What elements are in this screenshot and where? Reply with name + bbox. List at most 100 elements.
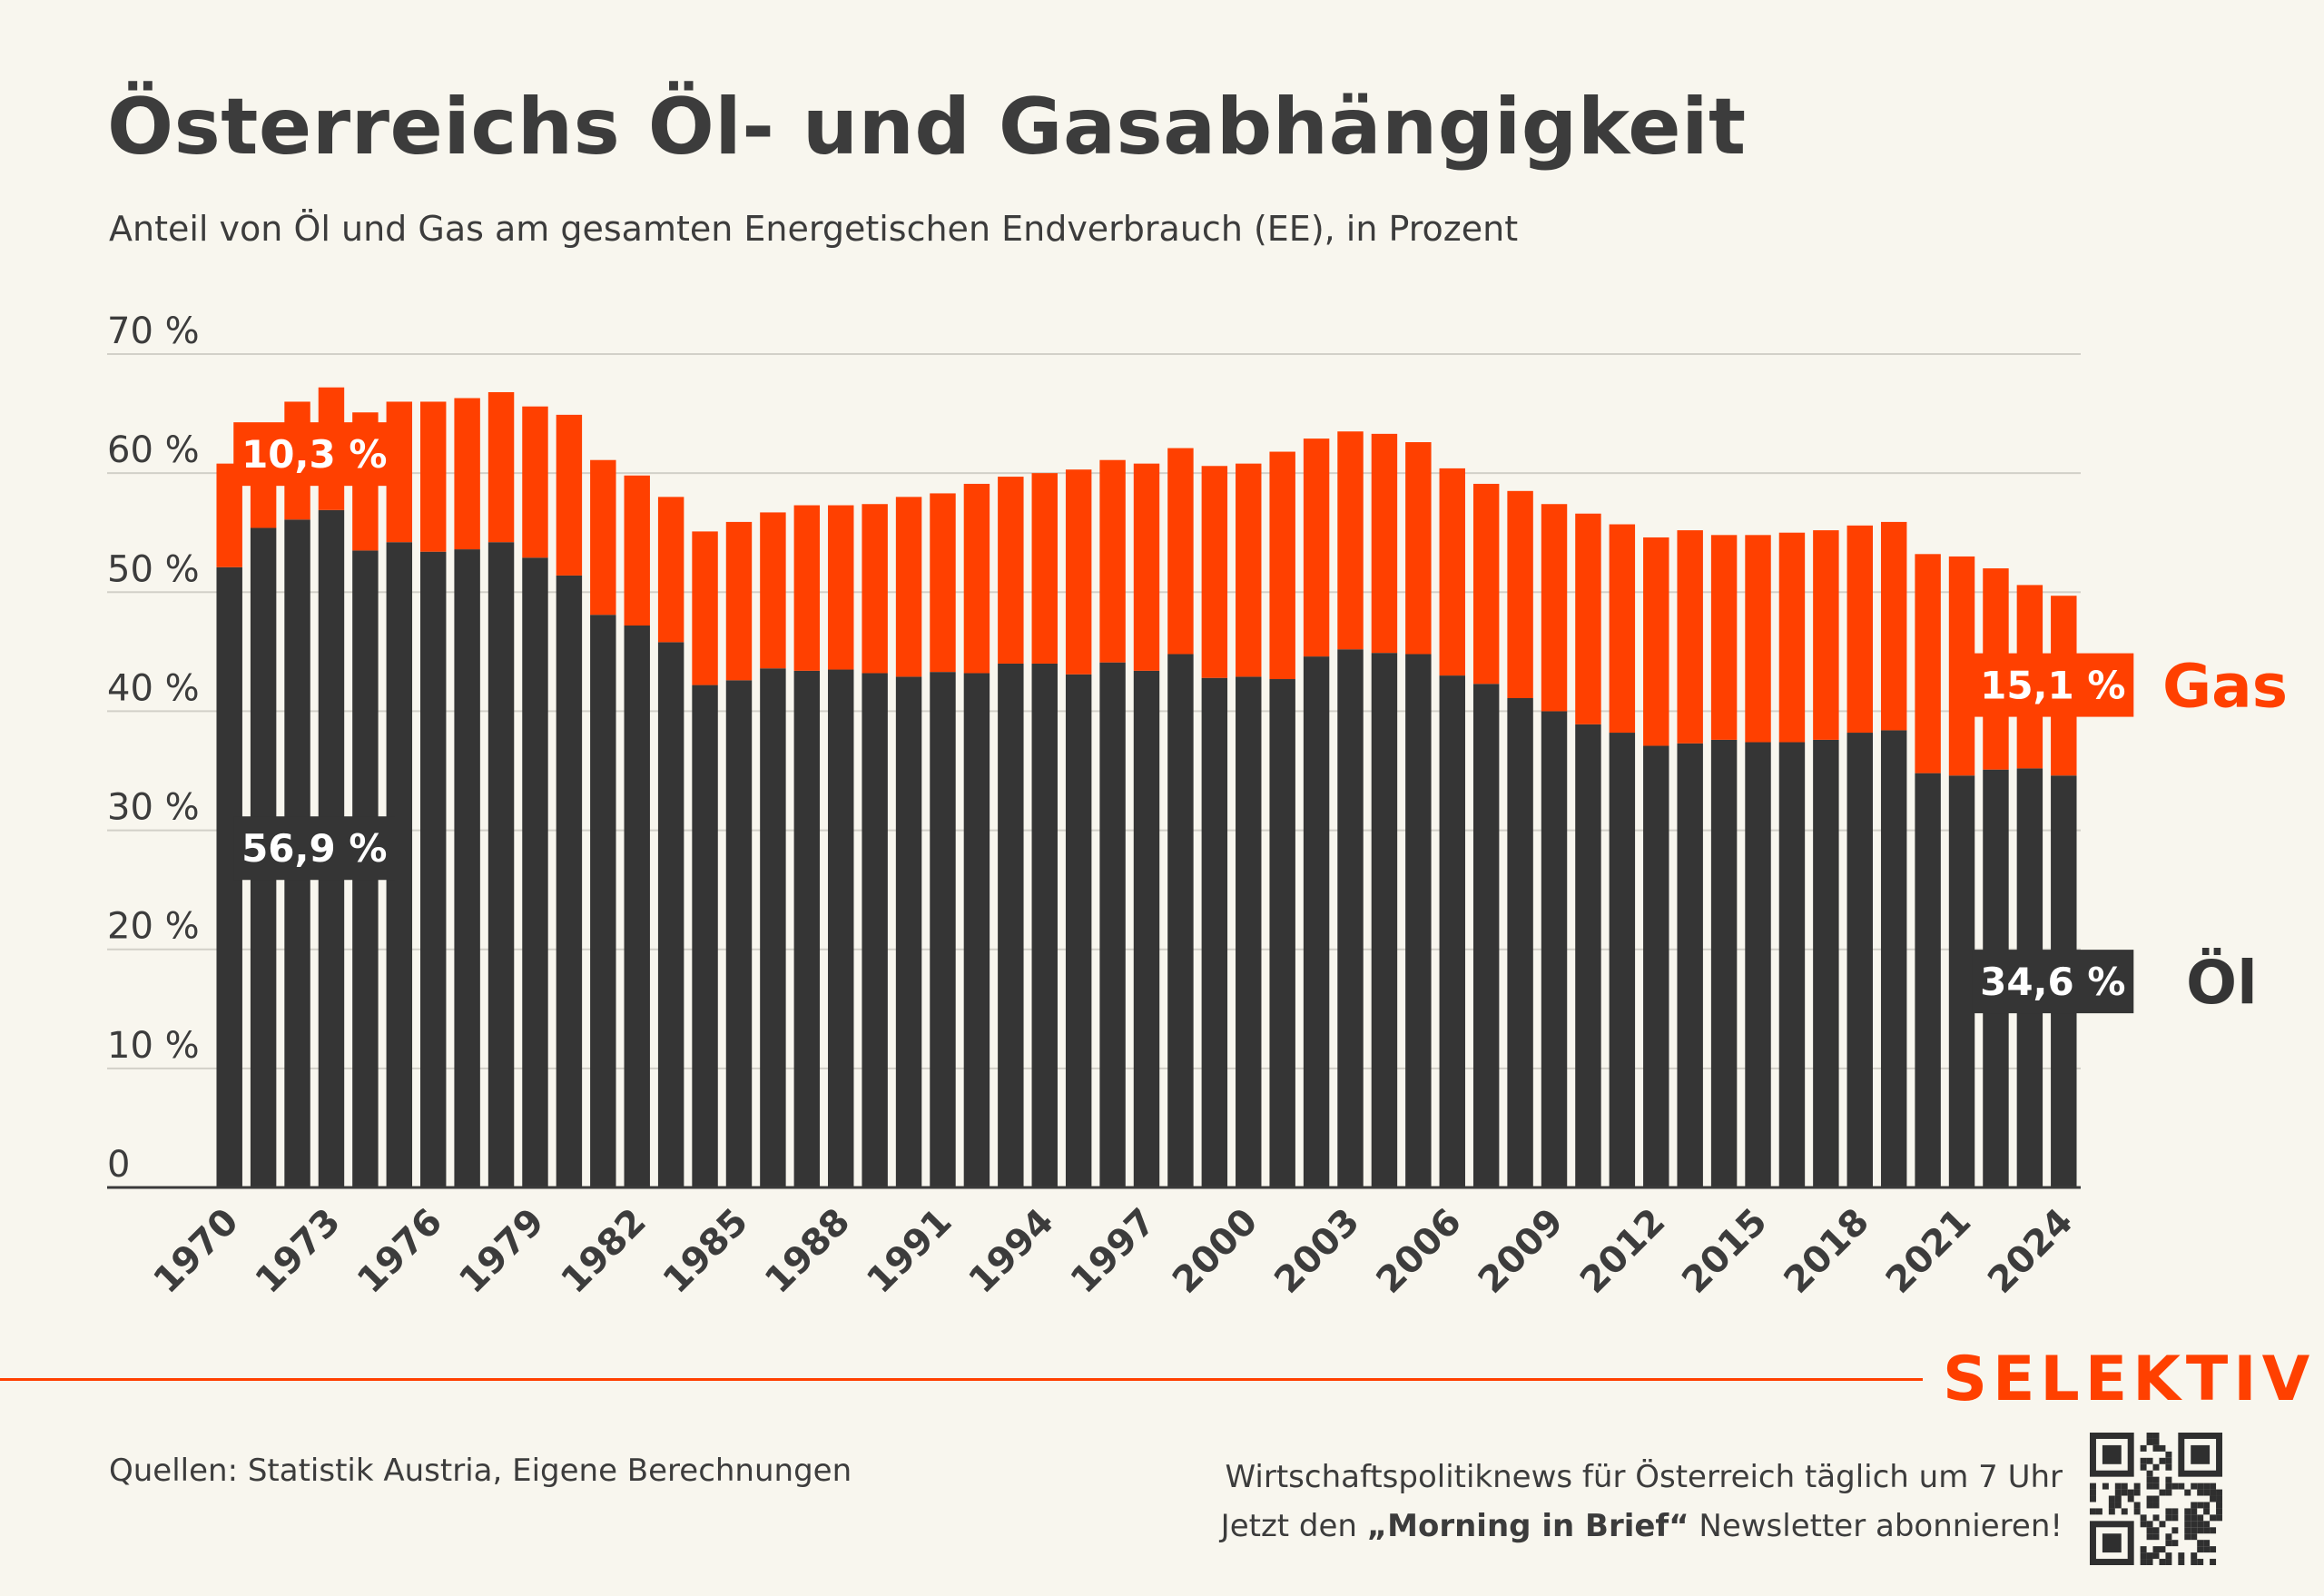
x-tick-label: 1988 <box>757 1201 858 1302</box>
y-tick-label: 60 % <box>107 429 200 471</box>
bar-oil <box>793 670 821 1187</box>
x-tick-label: 2018 <box>1777 1201 1877 1302</box>
x-tick-label: 1991 <box>859 1201 960 1302</box>
bar-gas <box>1507 490 1533 699</box>
bar-gas <box>1710 535 1738 740</box>
x-tick-label: 2024 <box>1980 1201 2081 1302</box>
bar-gas <box>624 475 650 626</box>
y-tick-label: 40 % <box>107 667 200 709</box>
bar-gas <box>1269 451 1295 680</box>
bar-gas <box>556 414 583 576</box>
x-tick-label: 2021 <box>1878 1201 1979 1302</box>
bar-oil <box>1846 733 1874 1187</box>
brand-logo: SELEKTIV <box>1943 1344 2316 1415</box>
promo-line-1: Wirtschaftspolitiknews für Österreich tä… <box>1225 1459 2063 1495</box>
bar-oil <box>1065 674 1092 1187</box>
bar-gas <box>1201 466 1228 678</box>
bar-gas <box>1643 537 1669 746</box>
bar-gas <box>895 497 922 677</box>
oil-label-1973-box <box>233 816 396 881</box>
bar-gas <box>1167 448 1194 655</box>
legend-gas: Gas <box>2162 652 2288 722</box>
bar-oil <box>1745 742 1771 1187</box>
bar-oil <box>1915 773 1941 1187</box>
x-tick-label: 1994 <box>961 1201 1062 1302</box>
bar-oil <box>692 685 718 1187</box>
bar-gas <box>1405 442 1432 655</box>
bar-gas <box>1439 468 1465 676</box>
bar-oil <box>862 673 888 1187</box>
gas-label-2024: 15,1 % <box>1980 664 2125 708</box>
oil-label-2024: 34,6 % <box>1980 960 2125 1004</box>
bar-oil <box>522 557 548 1187</box>
bar-oil <box>1405 654 1432 1187</box>
x-tick-label: 1982 <box>554 1201 655 1302</box>
bar-oil <box>1609 733 1636 1187</box>
bar-oil <box>828 669 854 1187</box>
bar-gas <box>590 459 616 616</box>
x-tick-label: 1976 <box>350 1201 450 1302</box>
bar-oil <box>419 551 447 1187</box>
x-tick-label: 1970 <box>146 1201 247 1302</box>
x-tick-label: 1997 <box>1063 1201 1164 1302</box>
gas-label-1973-box <box>233 422 396 487</box>
y-tick-label: 20 % <box>107 906 200 948</box>
bar-gas <box>1745 535 1771 743</box>
bar-gas <box>522 406 548 558</box>
bar-oil <box>1201 677 1228 1187</box>
bar-gas <box>1575 513 1601 724</box>
bar-oil <box>1371 653 1398 1187</box>
bar-gas <box>1303 438 1330 657</box>
bar-oil <box>1031 663 1058 1187</box>
qr-code-icon[interactable] <box>2090 1433 2222 1565</box>
promo-pre: Jetzt den <box>1220 1508 1367 1545</box>
x-tick-label: 1979 <box>451 1201 552 1302</box>
bar-gas <box>1915 554 1941 773</box>
bar-gas <box>657 497 684 643</box>
gas-label-1973: 10,3 % <box>241 432 387 477</box>
stacked-bar-chart: 010 %20 %30 %40 %50 %60 %70 %1970 1973 197… <box>107 310 2288 1302</box>
bar-oil <box>1236 676 1262 1187</box>
x-tick-label: 2012 <box>1572 1201 1673 1302</box>
newsletter-promo: Wirtschaftspolitiknews für Österreich tä… <box>1221 1453 2063 1552</box>
bar-gas <box>963 483 990 674</box>
bar-oil <box>1541 711 1568 1187</box>
bar-gas <box>760 512 786 669</box>
source-note: Quellen: Statistik Austria, Eigene Berec… <box>109 1453 852 1489</box>
bar-gas <box>1065 469 1092 675</box>
bar-gas <box>1371 433 1398 654</box>
bar-gas <box>1609 524 1636 734</box>
bar-oil <box>487 542 515 1187</box>
bar-oil <box>1269 679 1295 1187</box>
bar-gas <box>454 398 480 550</box>
gas-label-2024-box <box>1972 653 2134 717</box>
bar-oil <box>1507 698 1533 1187</box>
bar-oil <box>454 549 480 1187</box>
bar-gas <box>725 521 753 681</box>
oil-label-2024-box <box>1972 950 2134 1014</box>
bar-oil <box>998 663 1024 1187</box>
bar-gas <box>862 504 888 674</box>
x-tick-label: 2006 <box>1369 1201 1470 1302</box>
bar-oil <box>1099 662 1126 1187</box>
bar-oil <box>1643 745 1669 1187</box>
bar-oil <box>1575 724 1601 1187</box>
bar-oil <box>930 672 956 1187</box>
bar-oil <box>963 673 990 1187</box>
promo-line-2[interactable]: Jetzt den „Morning in Brief“ Newsletter … <box>1221 1502 2063 1551</box>
bar-oil <box>1439 675 1465 1187</box>
bar-oil <box>624 626 650 1187</box>
x-tick-label: 1973 <box>248 1201 349 1302</box>
bar-oil <box>1813 739 1839 1187</box>
bar-oil <box>1337 649 1364 1187</box>
bar-gas <box>1677 530 1703 744</box>
chart-title: Österreichs Öl- und Gasabhängigkeit <box>107 82 1747 172</box>
y-tick-label: 50 % <box>107 548 200 590</box>
x-tick-label: 2003 <box>1266 1201 1367 1302</box>
bar-oil <box>1948 775 1975 1187</box>
x-tick-label: 2015 <box>1674 1201 1775 1302</box>
bar-gas <box>1099 459 1126 663</box>
x-tick-label: 1985 <box>655 1201 756 1302</box>
bar-gas <box>930 493 956 673</box>
x-tick-label: 2000 <box>1165 1201 1265 1302</box>
